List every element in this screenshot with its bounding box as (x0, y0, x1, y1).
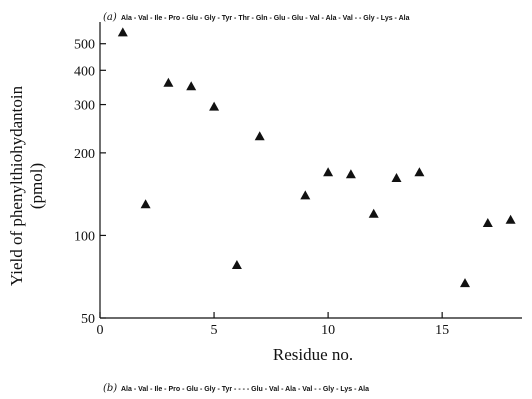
data-point-triangle (391, 173, 402, 182)
x-axis-ticks: 0 5 10 15 (97, 312, 449, 338)
x-tick-label: 10 (321, 323, 335, 338)
data-point-triangle (345, 169, 356, 179)
x-tick-label: 0 (97, 323, 104, 338)
data-point-triangle (505, 214, 516, 224)
data-point-triangle (482, 218, 493, 227)
axes (99, 22, 522, 319)
panel-a-sequence: Ala - Val - Ile - Pro - Glu - Gly - Tyr … (121, 15, 410, 22)
y-axis-title-line2: (pmol) (27, 163, 46, 209)
data-point-triangle (323, 167, 334, 177)
x-tick-label: 5 (211, 323, 218, 338)
data-point-triangle (460, 278, 470, 288)
y-tick-label: 50 (81, 312, 95, 327)
x-tick-label: 15 (435, 323, 449, 338)
y-tick-label: 400 (74, 64, 95, 79)
y-tick-label: 500 (74, 38, 95, 53)
x-axis-title: Residue no. (273, 345, 353, 364)
data-point-triangle (300, 190, 311, 200)
panel-b-sequence: Ala - Val - Ile - Pro - Glu - Gly - Tyr … (121, 386, 369, 393)
y-axis-title: Yield of phenylthiohydantoin (pmol) (7, 85, 46, 286)
data-point-triangle (254, 131, 265, 141)
data-point-triangle (414, 167, 425, 177)
data-point-triangle (140, 199, 151, 209)
y-tick-label: 300 (74, 99, 95, 114)
panel-b-label: (b) (103, 383, 117, 394)
data-point-triangle (231, 260, 242, 269)
panel-a-label: (a) (103, 12, 117, 23)
data-point-triangle (163, 77, 174, 87)
y-tick-label: 200 (74, 147, 95, 162)
data-point-triangle (209, 101, 220, 111)
y-tick-label: 100 (74, 229, 95, 244)
y-axis-title-line1: Yield of phenylthiohydantoin (7, 85, 26, 286)
y-axis-ticks: 50 100 200 300 400 500 (74, 38, 106, 327)
data-point-triangle (186, 81, 197, 91)
data-point-triangle (368, 208, 379, 218)
data-points (117, 27, 516, 288)
data-point-triangle (117, 27, 128, 37)
